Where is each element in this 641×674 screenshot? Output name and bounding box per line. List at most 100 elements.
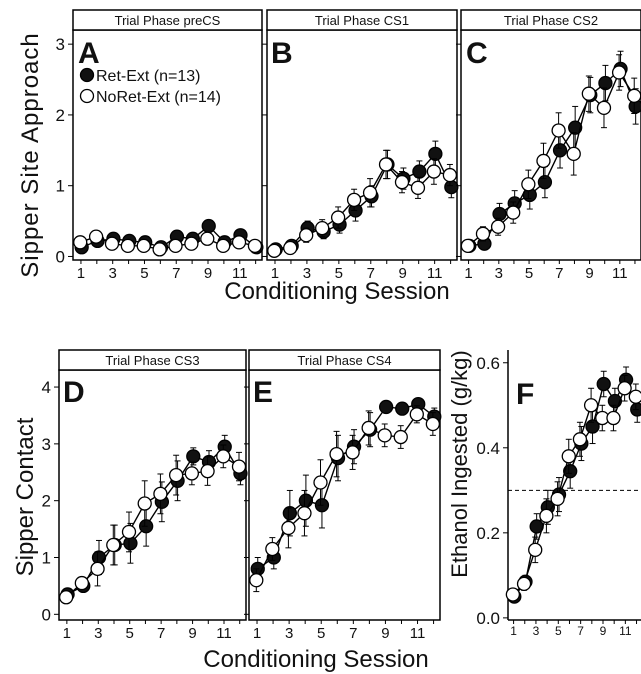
data-point-noret-ext	[606, 410, 621, 426]
x-tick-label: 3	[94, 625, 102, 642]
series-noret-ext	[73, 229, 263, 257]
data-point-noret-ext	[121, 524, 137, 540]
x-tick-label: 5	[525, 265, 533, 282]
data-point-noret-ext	[516, 576, 532, 592]
data-point-noret-ext	[216, 449, 231, 464]
data-point-noret-ext	[58, 590, 74, 605]
x-tick-label: 11	[232, 265, 248, 282]
x-tick-label: 3	[109, 265, 117, 282]
panel-title-box	[266, 9, 458, 31]
x-tick-label: 7	[172, 265, 180, 282]
series-ret-ext	[268, 140, 459, 257]
data-point-noret-ext	[329, 446, 344, 462]
panel-f: F 1 3 5 7 9 11 0.0 0.2 0.4 0.6	[476, 350, 641, 638]
panel-title: Trial Phase CS1	[315, 13, 409, 28]
data-point-noret-ext	[460, 238, 475, 253]
data-point-ret-ext	[568, 120, 583, 135]
data-point-noret-ext	[425, 416, 441, 432]
panel-title: Trial Phase CS3	[105, 353, 199, 368]
data-point-noret-ext	[566, 146, 581, 161]
data-point-noret-ext	[104, 236, 120, 251]
data-point-ret-ext	[412, 164, 427, 179]
panel-c: Trial Phase CS2 C 1 3 5 7 9 11	[456, 9, 641, 282]
data-point-noret-ext	[106, 537, 121, 553]
data-point-noret-ext	[265, 541, 280, 557]
x-tick-label: 7	[157, 625, 165, 642]
x-tick-label: 7	[577, 624, 584, 638]
panel-title-box	[72, 9, 263, 31]
x-tick-label: 1	[77, 265, 85, 282]
series-line	[513, 378, 638, 598]
panel-b: Trial Phase CS1 B 1 3 5 7 9 11	[262, 9, 459, 282]
x-tick-label: 3	[495, 265, 503, 282]
series-line	[467, 70, 635, 247]
y-tick-label: 3	[56, 35, 65, 54]
data-point-noret-ext	[267, 243, 282, 258]
x-tick-label: 11	[410, 625, 426, 642]
data-point-ret-ext	[596, 376, 611, 392]
data-point-noret-ext	[596, 100, 612, 115]
panel-e: Trial Phase CS4 E 1 3 5 7 9 11	[244, 349, 442, 642]
data-point-noret-ext	[120, 238, 136, 253]
data-point-ret-ext	[378, 399, 394, 415]
data-point-ret-ext	[585, 419, 600, 434]
series-noret-ext	[58, 444, 247, 605]
data-point-noret-ext	[617, 381, 632, 396]
data-point-noret-ext	[394, 175, 410, 190]
data-point-noret-ext	[313, 475, 328, 490]
top-x-axis-label: Conditioning Session	[224, 278, 449, 305]
panel-title-box	[248, 349, 441, 371]
series-ret-ext	[250, 396, 442, 581]
data-point-ret-ext	[186, 449, 201, 464]
y-tick-label: 1	[56, 177, 65, 196]
y-tick-label: 0	[56, 247, 65, 266]
data-point-noret-ext	[536, 153, 551, 169]
data-point-noret-ext	[330, 210, 346, 225]
data-point-noret-ext	[249, 573, 264, 588]
data-point-noret-ext	[583, 398, 599, 413]
data-point-noret-ext	[281, 520, 296, 536]
data-point-noret-ext	[200, 463, 215, 479]
data-point-ret-ext	[537, 175, 553, 190]
data-point-noret-ext	[184, 466, 200, 481]
data-point-noret-ext	[297, 506, 312, 521]
data-point-noret-ext	[627, 88, 641, 103]
panel-frame	[248, 369, 441, 621]
data-point-noret-ext	[528, 542, 543, 557]
data-point-ret-ext	[563, 464, 578, 479]
x-tick-label: 3	[285, 625, 293, 642]
x-tick-label: 7	[367, 265, 375, 282]
y-tick-label: 0.2	[476, 524, 500, 543]
data-point-ret-ext	[395, 401, 410, 416]
legend: Ret-Ext (n=13) NoRet-Ext (n=14)	[79, 67, 221, 106]
panel-title: Trial Phase CS2	[504, 13, 598, 28]
x-tick-label: 1	[63, 625, 71, 642]
data-point-noret-ext	[551, 123, 566, 138]
data-point-noret-ext	[378, 157, 394, 172]
data-point-ret-ext	[444, 179, 459, 195]
x-tick-label: 3	[533, 624, 540, 638]
x-tick-label: 1	[464, 265, 472, 282]
data-point-noret-ext	[90, 561, 105, 577]
x-tick-label: 1	[253, 625, 261, 642]
x-tick-label: 9	[585, 265, 593, 282]
data-point-ret-ext	[552, 143, 568, 158]
data-point-noret-ext	[409, 407, 424, 422]
x-tick-label: 5	[140, 265, 148, 282]
data-point-ret-ext	[428, 146, 443, 161]
data-point-noret-ext	[539, 508, 554, 523]
panel-letter: A	[78, 37, 100, 70]
y-tick-label: 2	[56, 106, 65, 125]
x-tick-label: 9	[381, 625, 389, 642]
x-tick-label: 11	[216, 625, 232, 642]
series-line	[469, 67, 637, 247]
legend-marker-ret-ext	[79, 67, 95, 83]
bottom-y-axis-label-de: Sipper Contact	[12, 417, 39, 576]
data-point-noret-ext	[506, 205, 521, 220]
panel-frame	[72, 29, 263, 261]
data-point-noret-ext	[136, 238, 151, 253]
x-tick-label: 5	[555, 624, 562, 638]
x-tick-label: 7	[555, 265, 563, 282]
data-point-noret-ext	[362, 185, 378, 200]
